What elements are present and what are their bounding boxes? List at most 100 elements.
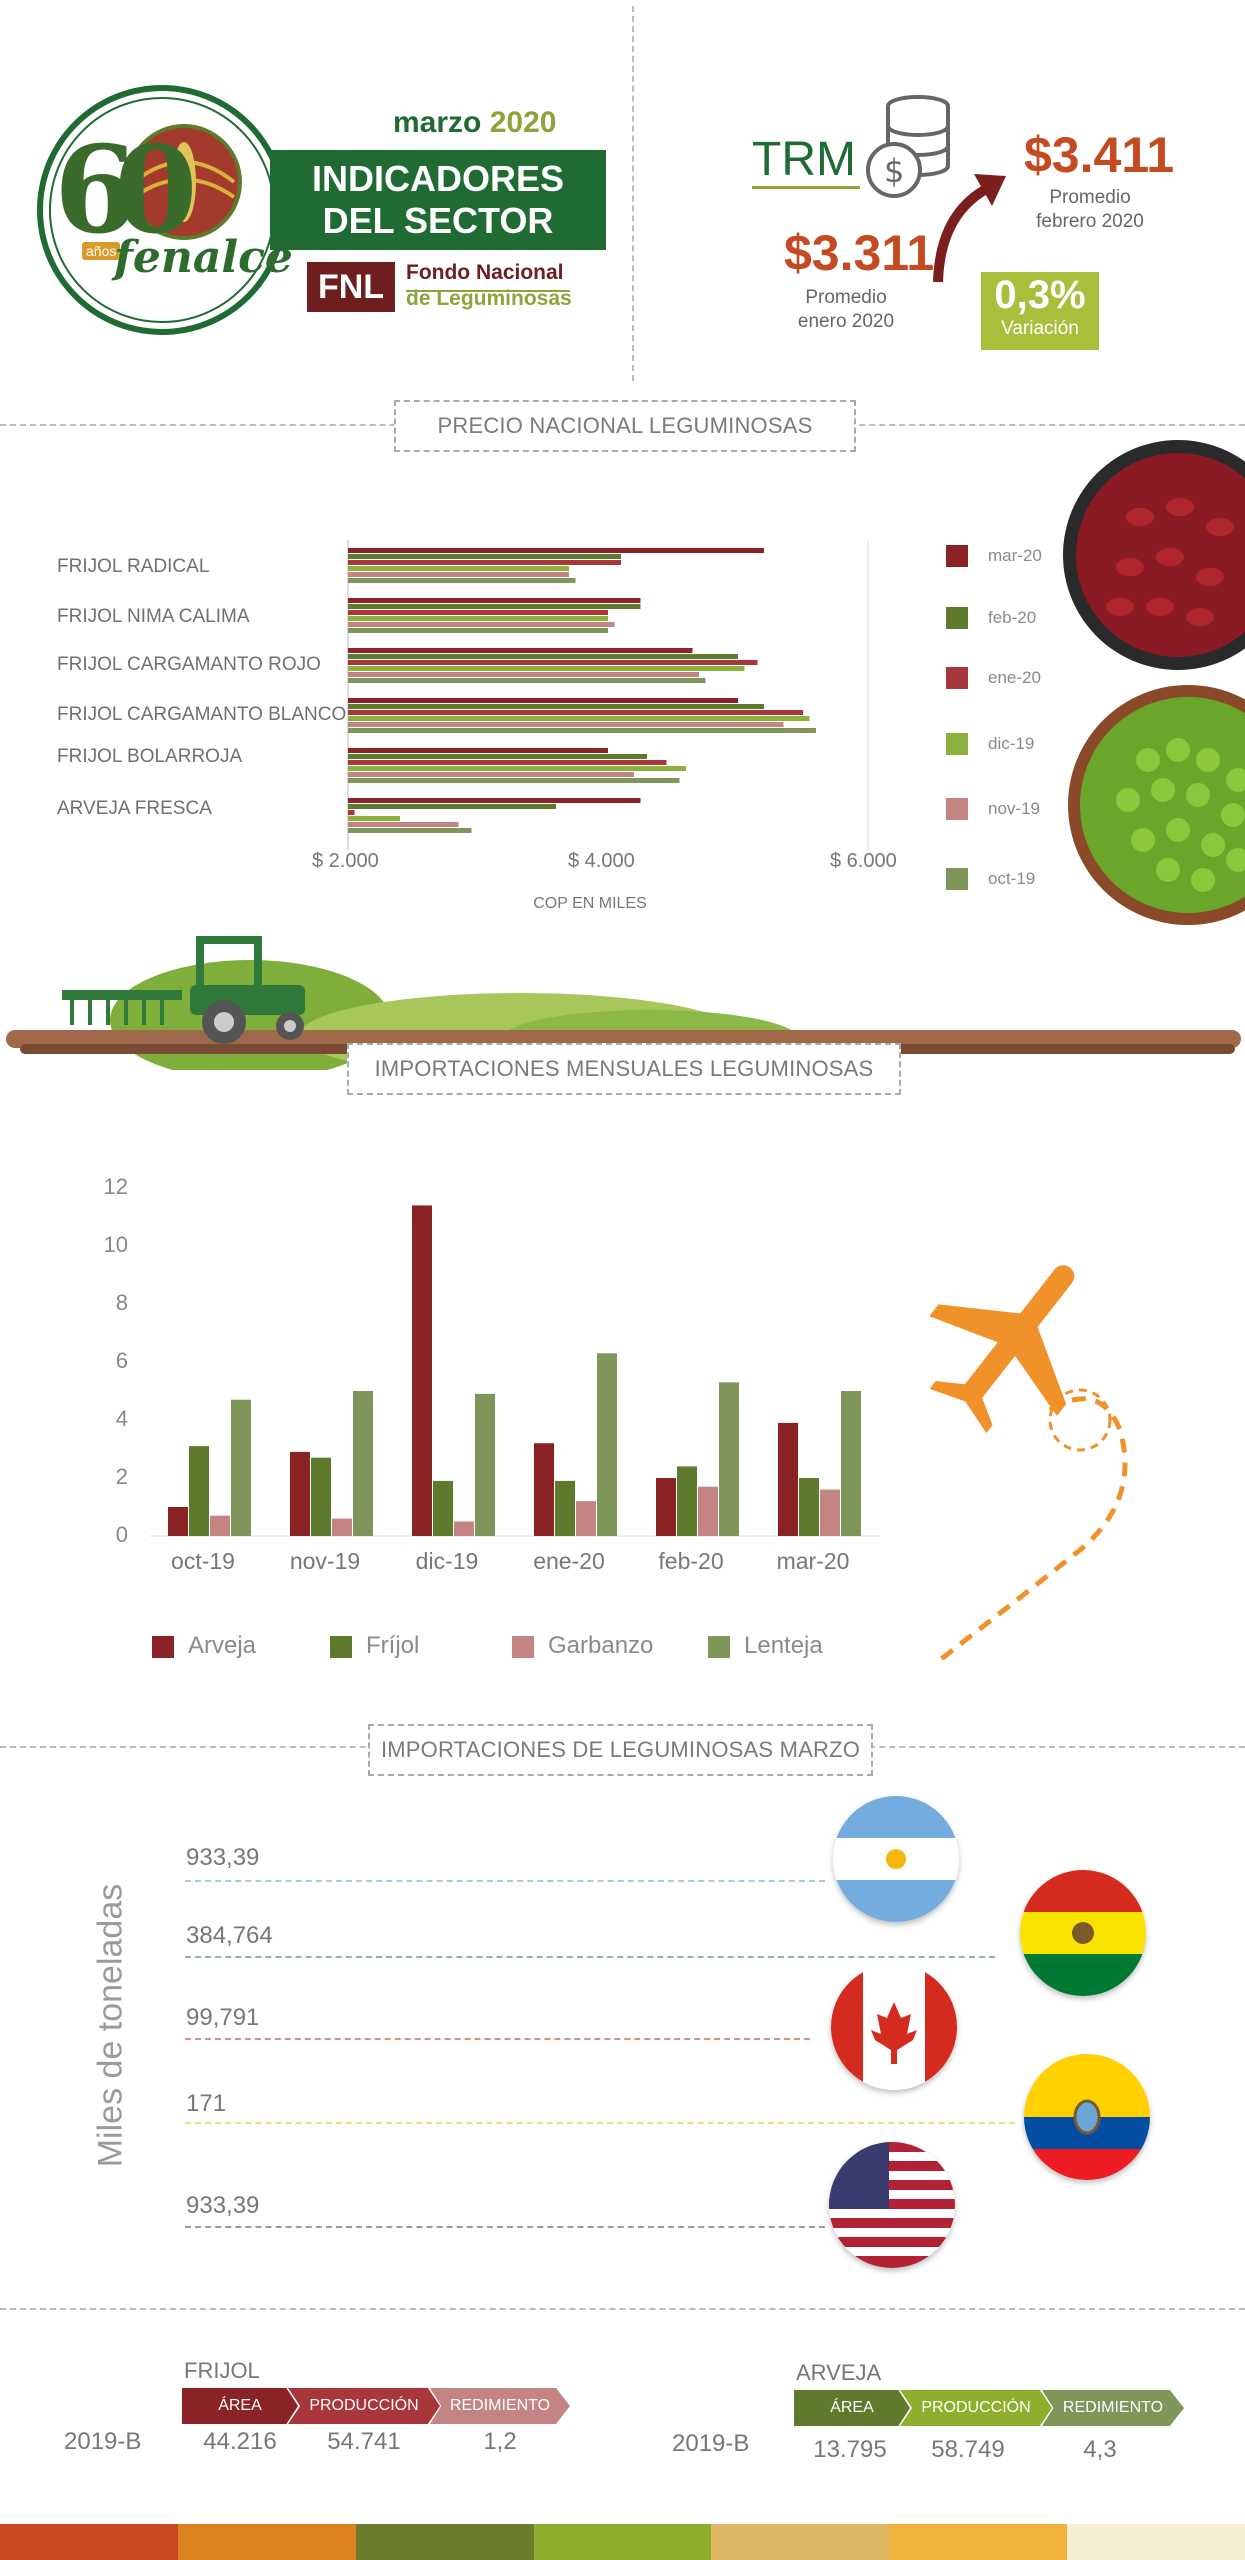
precio-legend-swatch: [946, 607, 968, 629]
frijol-value-area: 44.216: [203, 2428, 277, 2455]
arveja-step-rendimiento: REDIMIENTO: [1042, 2390, 1184, 2426]
precio-bar: [348, 560, 621, 565]
ecuador-flag-icon: [1024, 2054, 1150, 2180]
fnl-text: Fondo Nacional de Leguminosas: [406, 260, 572, 312]
import-line-bolivia: [185, 1956, 995, 1958]
precio-x-tick: $ 2.000: [312, 850, 379, 872]
importaciones-bar: [534, 1443, 554, 1536]
importaciones-bar: [168, 1507, 188, 1536]
frijol-period: 2019-B: [64, 2428, 142, 2455]
frijol-step-area: ÁREA: [182, 2388, 298, 2424]
precio-legend-swatch: [946, 798, 968, 820]
tractor-hills-illustration: [0, 930, 1245, 1080]
feb-caption2: febrero 2020: [1036, 211, 1144, 232]
importaciones-bar: [290, 1451, 310, 1536]
importaciones-legend-swatch: [330, 1636, 352, 1658]
trm-jan-value: $3.311: [784, 225, 935, 281]
import-value-bolivia: 384,764: [186, 1922, 273, 1949]
footer-color-segment: [355, 2524, 534, 2560]
trend-arrow-icon: [930, 164, 1010, 284]
precio-bar: [348, 760, 667, 765]
canada-flag-icon: [831, 1964, 957, 2090]
precio-x-tick: $ 6.000: [830, 850, 897, 872]
trm-underline: [752, 186, 860, 189]
precio-bar: [348, 710, 803, 715]
precio-legend-label: mar-20: [988, 546, 1042, 565]
import-line-canada: [185, 2038, 810, 2040]
precio-category-label: FRIJOL RADICAL: [57, 556, 210, 577]
arveja-step-produccion: PRODUCCIÓN: [900, 2390, 1052, 2426]
frijol-title: FRIJOL: [184, 2358, 260, 2383]
precio-category-label: ARVEJA FRESCA: [57, 798, 212, 819]
precio-bar: [348, 578, 576, 583]
svg-text:0: 0: [114, 120, 198, 261]
importaciones-chart-svg: [150, 1205, 880, 1537]
arveja-value-area: 13.795: [813, 2436, 887, 2463]
header-divider: [632, 6, 634, 381]
precio-bar: [348, 678, 706, 683]
import-value-ecuador: 171: [186, 2090, 227, 2117]
footer-color-segment: [177, 2524, 356, 2560]
precio-bar: [348, 554, 621, 559]
importaciones-legend-label: Fríjol: [366, 1632, 420, 1659]
precio-bar: [348, 604, 641, 609]
fnl-line2: de Leguminosas: [406, 287, 572, 310]
importaciones-mensuales-title: IMPORTACIONES MENSUALES LEGUMINOSAS: [347, 1043, 901, 1095]
importaciones-legend-label: Lenteja: [744, 1632, 823, 1659]
import-line-ecuador: [185, 2122, 1015, 2124]
footer-color-segment: [1067, 2524, 1245, 2560]
indicadores-banner: INDICADORES DEL SECTOR: [270, 150, 606, 250]
importaciones-y-tick: 12: [103, 1174, 128, 1199]
importaciones-x-label: ene-20: [533, 1548, 605, 1574]
coins-icon: $: [860, 92, 956, 202]
banner-line2: DEL SECTOR: [322, 200, 554, 241]
importaciones-bar: [189, 1446, 209, 1536]
variation-value: 0,3%: [994, 273, 1086, 317]
precio-bar: [348, 610, 608, 615]
precio-category-label: FRIJOL BOLARROJA: [57, 746, 243, 767]
importaciones-legend-swatch: [152, 1636, 174, 1658]
precio-chart-svg: [347, 540, 869, 850]
importaciones-bar: [677, 1466, 697, 1536]
footer-color-segment: [889, 2524, 1068, 2560]
precio-title: PRECIO NACIONAL LEGUMINOSAS: [394, 400, 856, 452]
precio-bar: [348, 772, 634, 777]
importaciones-x-label: oct-19: [171, 1548, 235, 1574]
importaciones-x-label: mar-20: [776, 1548, 850, 1574]
precio-bar: [348, 822, 459, 827]
precio-legend-swatch: [946, 545, 968, 567]
precio-bar: [348, 828, 472, 833]
precio-category-label: FRIJOL CARGAMANTO BLANCO: [57, 704, 347, 725]
precio-category-label: FRIJOL CARGAMANTO ROJO: [57, 654, 321, 675]
frijol-step-produccion: PRODUCCIÓN: [288, 2388, 440, 2424]
importaciones-bar: [778, 1422, 798, 1536]
precio-xlabel: COP EN MILES: [533, 895, 647, 912]
precio-bar: [348, 672, 699, 677]
precio-bar: [348, 548, 764, 553]
arveja-step-area: ÁREA: [794, 2390, 910, 2426]
precio-bar: [348, 704, 764, 709]
importaciones-bar: [656, 1478, 676, 1536]
frijol-value-produccion: 54.741: [327, 2428, 401, 2455]
importaciones-bar: [332, 1518, 352, 1536]
precio-x-tick: $ 4.000: [568, 850, 635, 872]
arveja-value-produccion: 58.749: [931, 2436, 1005, 2463]
precio-bar: [348, 648, 693, 653]
precio-legend-swatch: [946, 733, 968, 755]
precio-bar: [348, 810, 355, 815]
bolivia-flag-icon: [1020, 1870, 1146, 1996]
jan-caption2: enero 2020: [797, 311, 895, 332]
import-line-usa: [185, 2226, 825, 2228]
frijol-step-rendimiento: REDIMIENTO: [430, 2388, 570, 2424]
importaciones-legend-swatch: [512, 1636, 534, 1658]
precio-legend-label: oct-19: [988, 869, 1036, 888]
fnl-badge: FNL: [307, 262, 395, 312]
footer-color-segment: [0, 2524, 178, 2560]
import-line-argentina: [185, 1880, 825, 1882]
importaciones-y-tick: 2: [115, 1464, 128, 1489]
importaciones-bar: [433, 1480, 453, 1536]
precio-category-label: FRIJOL NIMA CALIMA: [57, 606, 250, 627]
importaciones-y-tick: 10: [103, 1232, 128, 1257]
logo-anos: años: [82, 242, 121, 260]
trm-label: TRM: [752, 133, 856, 186]
